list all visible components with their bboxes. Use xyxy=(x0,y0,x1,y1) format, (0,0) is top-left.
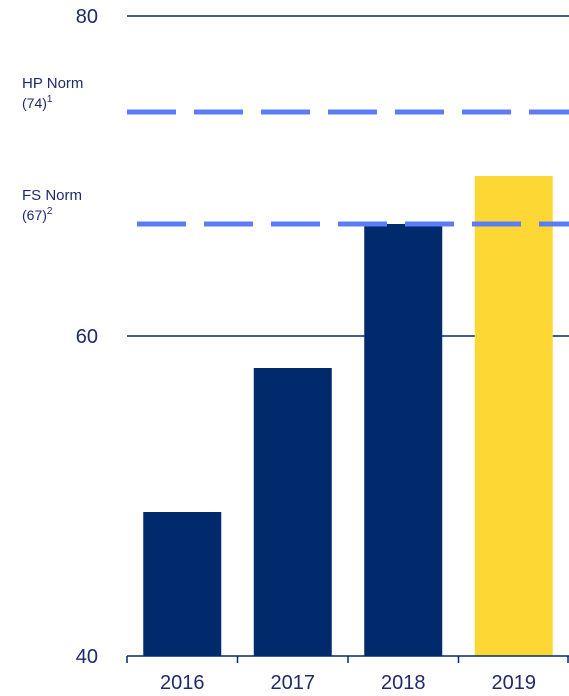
footnote-marker: 1 xyxy=(47,94,53,105)
reference-value-fs-norm: (67)2 xyxy=(22,206,53,223)
x-tick-label-2019: 2019 xyxy=(492,672,537,694)
x-tick-label-2018: 2018 xyxy=(381,672,426,694)
bar-2017 xyxy=(253,368,332,656)
x-tick-label-2017: 2017 xyxy=(271,672,316,694)
bars xyxy=(143,176,553,656)
y-tick-label-80: 80 xyxy=(76,6,98,28)
reference-lines xyxy=(127,109,569,227)
labels: 40 60 80 2016 2017 2018 2019 HP Norm (74)1 FS Nor… xyxy=(22,6,536,694)
footnote-marker: 2 xyxy=(47,206,53,217)
reference-label-fs-norm: FS Norm xyxy=(22,187,82,204)
bar-2018 xyxy=(364,224,443,656)
x-axis xyxy=(126,655,569,663)
reference-value-hp-norm: (74)1 xyxy=(22,94,53,111)
bar-2019 xyxy=(474,176,553,656)
x-tick-label-2016: 2016 xyxy=(160,672,205,694)
bar-2016 xyxy=(143,512,222,656)
reference-label-hp-norm: HP Norm xyxy=(22,75,83,92)
y-tick-label-60: 60 xyxy=(76,326,98,348)
y-tick-label-40: 40 xyxy=(76,646,98,668)
